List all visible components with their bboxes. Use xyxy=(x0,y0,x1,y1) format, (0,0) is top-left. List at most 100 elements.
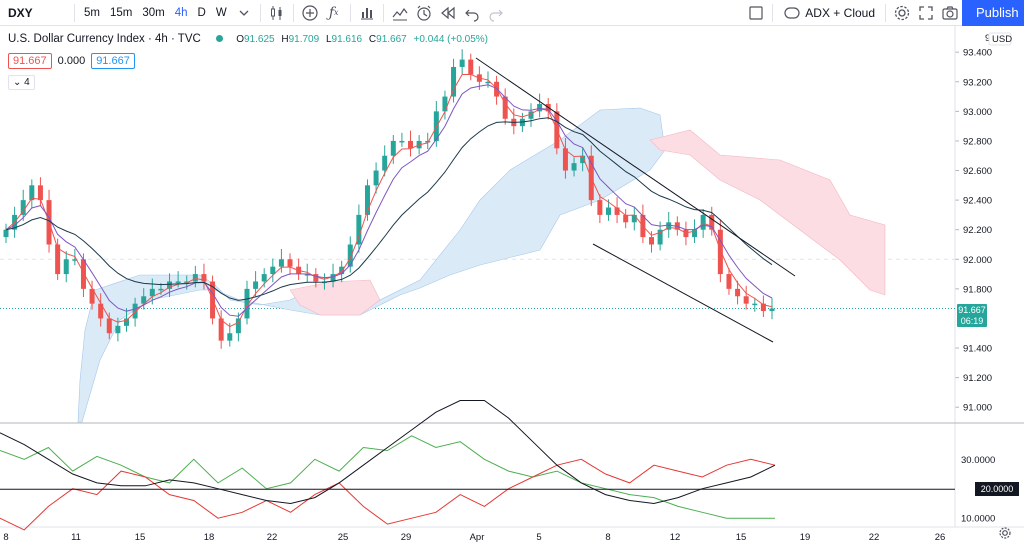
time-axis-label: 12 xyxy=(670,532,681,543)
candle-body xyxy=(192,274,198,282)
price-axis-label: 92.600 xyxy=(963,166,992,177)
symbol-title[interactable]: U.S. Dollar Currency Index · 4h · TVC xyxy=(8,33,201,45)
candle-body xyxy=(89,288,95,304)
indicator-count: 4 xyxy=(24,77,30,88)
di-plus-line xyxy=(0,435,775,519)
candle-body xyxy=(201,274,207,282)
candle-body xyxy=(106,318,112,334)
interval-5m[interactable]: 5m xyxy=(84,6,100,19)
ohlc-h-label: H xyxy=(281,34,289,45)
price-axis-label: 92.200 xyxy=(963,225,992,236)
candle-body xyxy=(356,214,362,245)
interval-15m[interactable]: 15m xyxy=(109,6,133,19)
candle-body xyxy=(580,155,586,164)
alert-clock-icon[interactable] xyxy=(412,0,436,26)
time-axis-label: 22 xyxy=(267,532,278,543)
candle-body xyxy=(235,318,241,334)
time-axis-label: 29 xyxy=(401,532,412,543)
candle-body xyxy=(666,222,672,230)
candle-body xyxy=(382,155,388,171)
ichimoku-cloud-bearish-1 xyxy=(289,279,381,316)
chevron-down-icon[interactable] xyxy=(232,0,256,26)
candle-body xyxy=(63,259,69,275)
candle-body xyxy=(261,274,267,282)
ohlc-c-label: C xyxy=(368,34,377,45)
toolbar-divider xyxy=(885,4,886,22)
layout-selector[interactable]: ADX + Cloud xyxy=(777,4,881,22)
candle-body xyxy=(562,148,568,171)
price-chart[interactable]: 93.400 93.200 93.000 92.800 92.600 92.400 92.2… xyxy=(0,26,1024,548)
candle-body xyxy=(330,274,336,282)
gear-icon[interactable] xyxy=(890,0,914,26)
time-axis-label: 19 xyxy=(800,532,811,543)
candle-body xyxy=(270,266,276,275)
indicator-value-red: 91.667 xyxy=(8,53,52,69)
gear-icon[interactable] xyxy=(998,526,1012,540)
candle-body xyxy=(80,259,86,289)
candle-body xyxy=(227,333,233,341)
candle-body xyxy=(442,96,448,112)
price-axis-label: 91.000 xyxy=(963,403,992,414)
candle-body xyxy=(502,96,508,119)
replay-icon[interactable] xyxy=(436,0,460,26)
candle-body xyxy=(399,140,405,143)
symbol-search[interactable]: DXY xyxy=(8,5,33,20)
time-axis-label: 22 xyxy=(869,532,880,543)
candle-body xyxy=(717,229,723,275)
toolbar-right: ADX + Cloud Publish xyxy=(744,0,1024,26)
adx-level-tag: 20.0000 xyxy=(975,481,1019,496)
candle-body xyxy=(571,163,577,171)
time-axis-label: 26 xyxy=(935,532,946,543)
candle-body xyxy=(55,244,61,275)
select-checkbox-icon[interactable] xyxy=(744,0,768,26)
ichimoku-cloud-bearish-2 xyxy=(649,129,886,296)
price-axis-label: 92.000 xyxy=(963,255,992,266)
market-status-dot xyxy=(216,35,223,42)
ohlc-low: 91.616 xyxy=(331,34,363,45)
fullscreen-icon[interactable] xyxy=(914,0,938,26)
toolbar-divider xyxy=(772,4,774,22)
candles-chart-type-icon[interactable] xyxy=(265,0,289,26)
candle-body xyxy=(149,288,155,297)
candle-body xyxy=(631,214,637,223)
camera-icon[interactable] xyxy=(938,0,962,26)
candle-body xyxy=(657,229,663,245)
redo-icon[interactable] xyxy=(484,0,508,26)
trendline-lower xyxy=(592,243,774,343)
trendline-upper xyxy=(475,57,796,277)
compare-plus-icon[interactable] xyxy=(298,0,322,26)
undo-icon[interactable] xyxy=(460,0,484,26)
interval-4h[interactable]: 4h xyxy=(174,6,188,19)
currency-label: USD xyxy=(992,34,1012,45)
candle-body xyxy=(339,266,345,275)
price-axis-label: 92.400 xyxy=(963,196,992,207)
indicator-legend: 91.667 0.000 91.667 xyxy=(8,53,135,69)
candle-body xyxy=(364,185,370,215)
last-price-tag: 91.667 06:19 xyxy=(957,303,987,327)
candle-body xyxy=(683,229,689,238)
publish-button[interactable]: Publish xyxy=(962,0,1024,26)
candle-body xyxy=(597,200,603,215)
candle-body xyxy=(29,185,35,201)
financials-bar-icon[interactable] xyxy=(355,0,379,26)
interval-w[interactable]: W xyxy=(215,6,227,19)
candle-body xyxy=(709,214,715,230)
time-axis-label: 15 xyxy=(135,532,146,543)
time-axis-label: 25 xyxy=(338,532,349,543)
ohlc-close: 91.667 xyxy=(376,34,407,45)
candle-body xyxy=(614,207,620,215)
candle-body xyxy=(743,296,749,304)
candle-body xyxy=(158,288,164,291)
candle-body xyxy=(175,281,181,283)
candle-body xyxy=(726,274,732,289)
interval-30m[interactable]: 30m xyxy=(142,6,165,19)
price-axis-label: 92.800 xyxy=(963,136,992,147)
time-axis-label: 8 xyxy=(3,532,8,543)
collapse-indicators-button[interactable]: ⌄ 4 xyxy=(8,75,35,90)
candle-body xyxy=(244,288,250,319)
interval-d[interactable]: D xyxy=(197,6,206,19)
templates-icon[interactable] xyxy=(388,0,412,26)
candle-body xyxy=(735,288,741,297)
toolbar-divider xyxy=(292,3,294,22)
